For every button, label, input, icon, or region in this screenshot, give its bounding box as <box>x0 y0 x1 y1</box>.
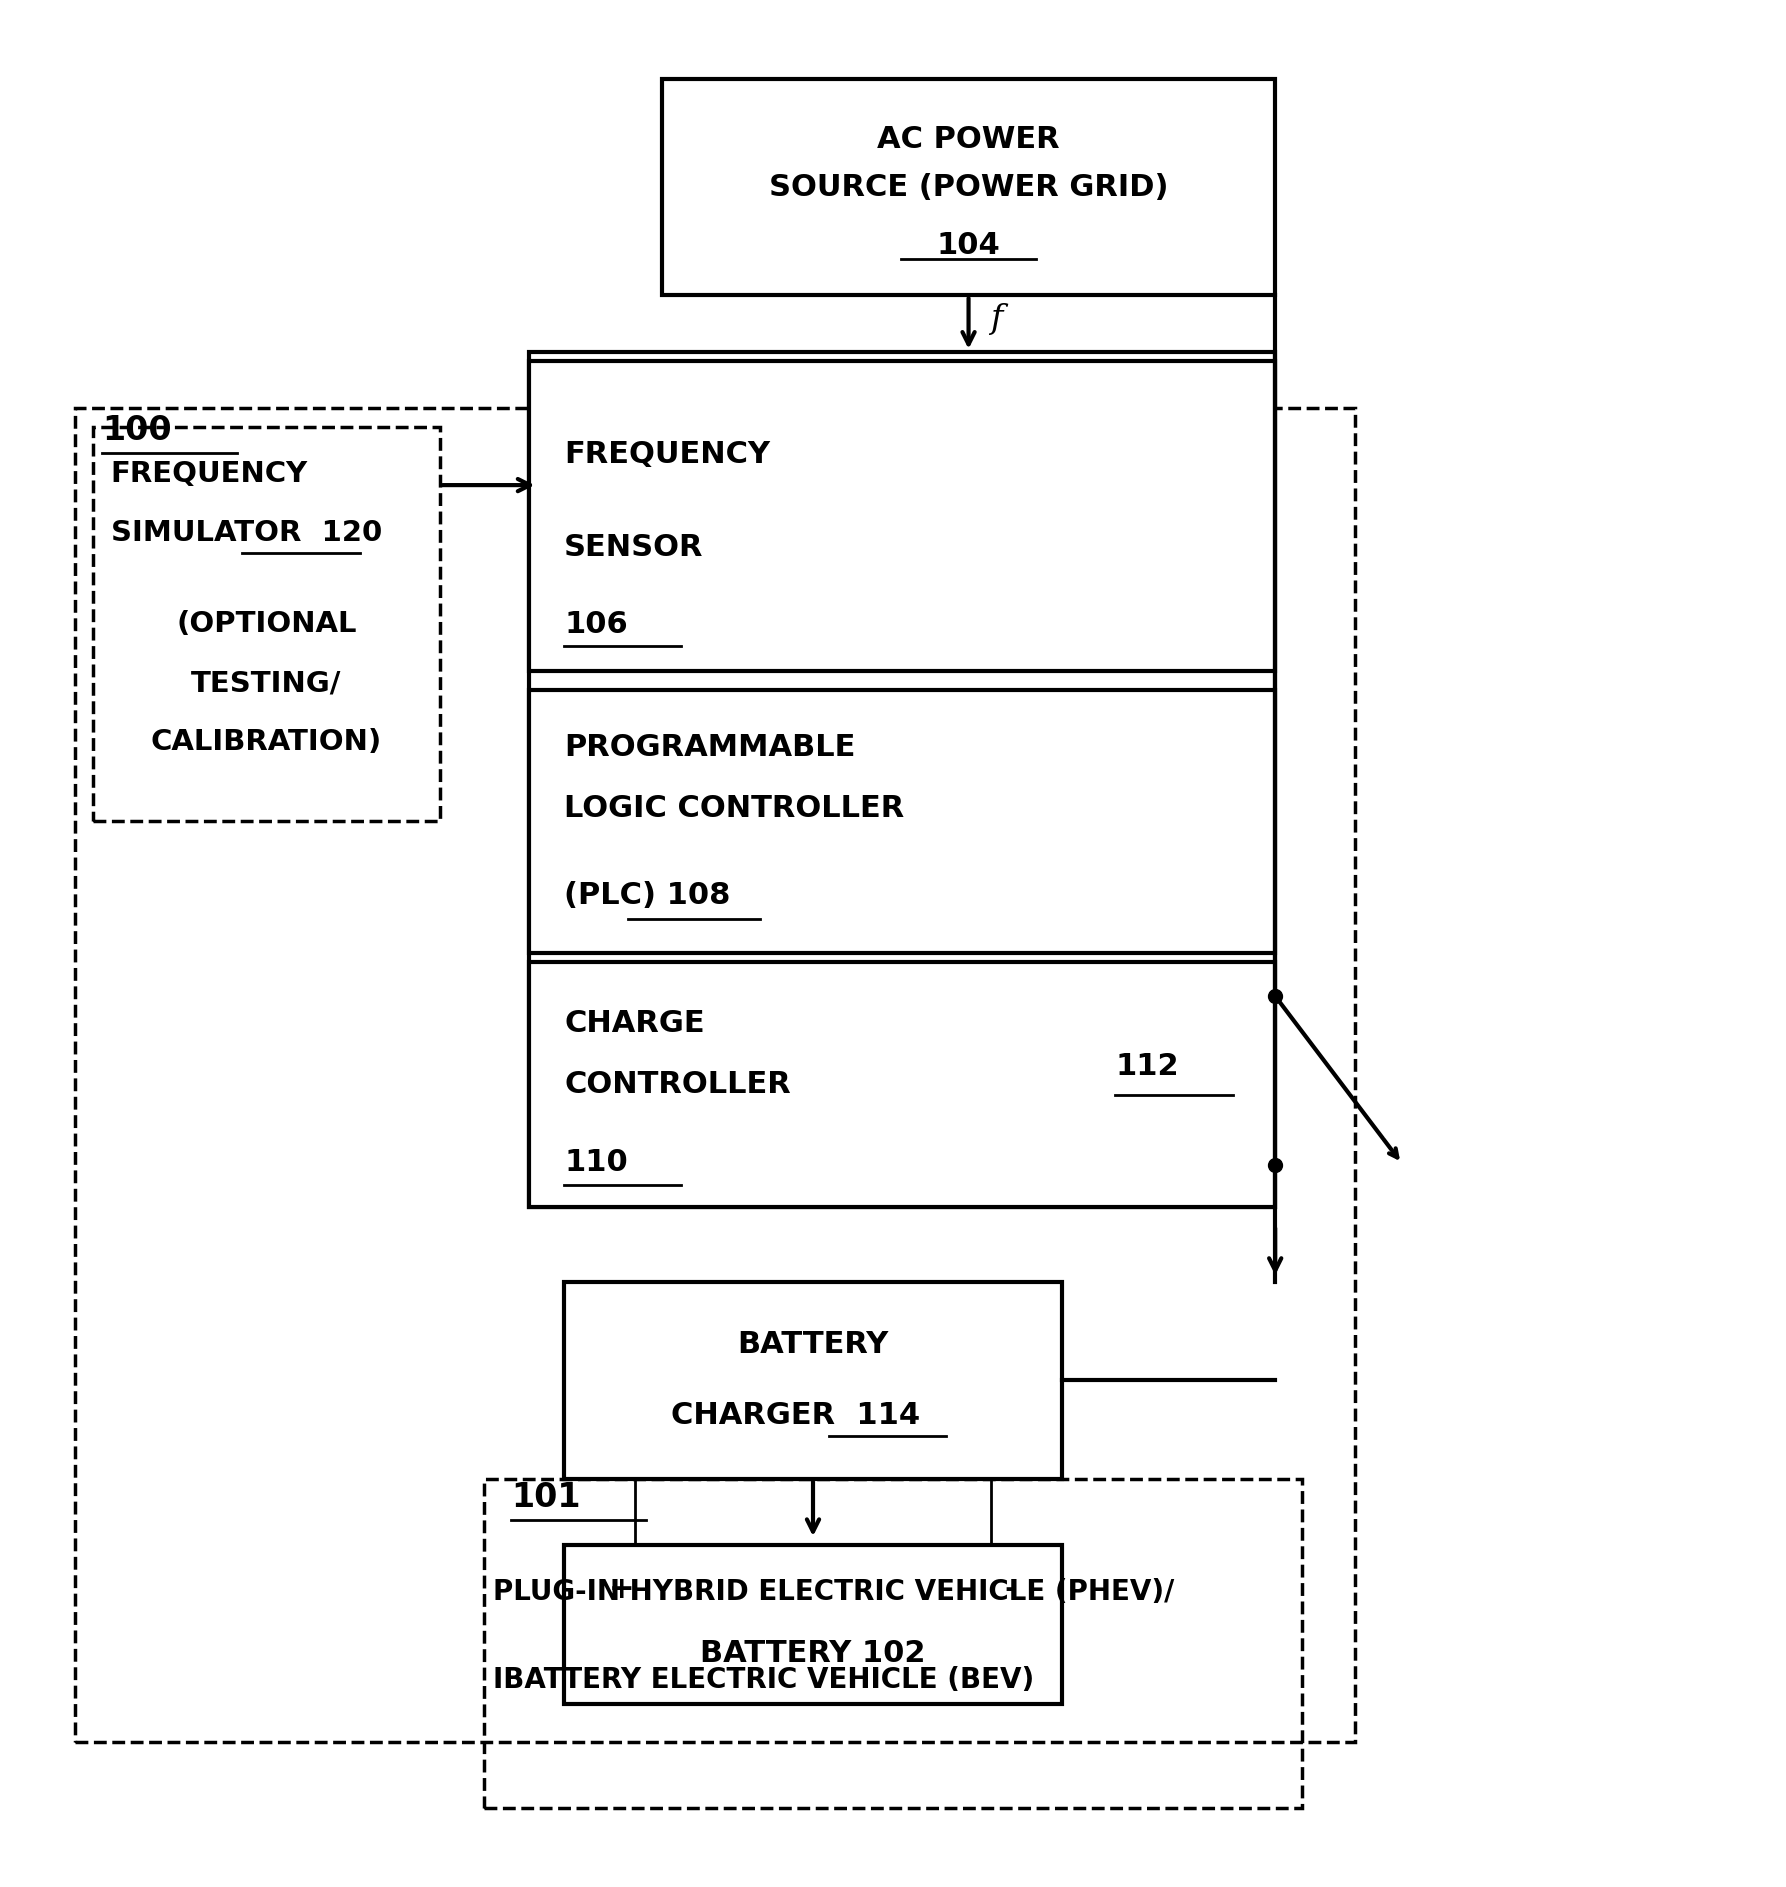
Bar <box>529 351 1275 1206</box>
Text: CHARGE: CHARGE <box>564 1010 705 1038</box>
Bar <box>564 1281 1063 1479</box>
Text: 112: 112 <box>1114 1053 1179 1081</box>
Text: SOURCE (POWER GRID): SOURCE (POWER GRID) <box>768 174 1168 202</box>
Text: 100: 100 <box>102 413 171 447</box>
Text: (PLC) 108: (PLC) 108 <box>564 881 730 910</box>
Text: SENSOR: SENSOR <box>564 532 704 562</box>
Text: BATTERY: BATTERY <box>738 1330 889 1359</box>
Text: -: - <box>1006 1576 1018 1604</box>
Text: CHARGER  114: CHARGER 114 <box>672 1402 920 1430</box>
Text: IBATTERY ELECTRIC VEHICLE (BEV): IBATTERY ELECTRIC VEHICLE (BEV) <box>493 1666 1034 1695</box>
Text: CONTROLLER: CONTROLLER <box>564 1070 791 1098</box>
Text: BATTERY 102: BATTERY 102 <box>700 1638 925 1668</box>
Text: 106: 106 <box>564 610 629 640</box>
Bar <box>93 426 439 821</box>
Bar <box>663 79 1275 296</box>
Text: SIMULATOR  120: SIMULATOR 120 <box>111 519 382 547</box>
Text: FREQUENCY: FREQUENCY <box>564 440 770 468</box>
Text: 101: 101 <box>511 1481 580 1513</box>
Bar <box>529 691 1275 953</box>
Text: +: + <box>609 1576 634 1604</box>
Text: CALIBRATION): CALIBRATION) <box>150 728 382 757</box>
Bar <box>75 408 1356 1742</box>
Bar <box>564 1545 1063 1704</box>
Bar <box>484 1479 1302 1808</box>
Text: AC POWER: AC POWER <box>877 125 1059 155</box>
Text: FREQUENCY: FREQUENCY <box>111 460 307 489</box>
Text: (OPTIONAL: (OPTIONAL <box>177 610 357 638</box>
Text: 110: 110 <box>564 1147 629 1177</box>
Text: LOGIC CONTROLLER: LOGIC CONTROLLER <box>564 794 904 823</box>
Text: PROGRAMMABLE: PROGRAMMABLE <box>564 734 855 762</box>
Bar <box>529 360 1275 672</box>
Bar <box>529 962 1275 1206</box>
Text: TESTING/: TESTING/ <box>191 670 341 698</box>
Text: f: f <box>989 302 1002 334</box>
Text: PLUG-IN HYBRID ELECTRIC VEHICLE (PHEV)/: PLUG-IN HYBRID ELECTRIC VEHICLE (PHEV)/ <box>493 1578 1173 1606</box>
Text: 104: 104 <box>936 232 1000 260</box>
